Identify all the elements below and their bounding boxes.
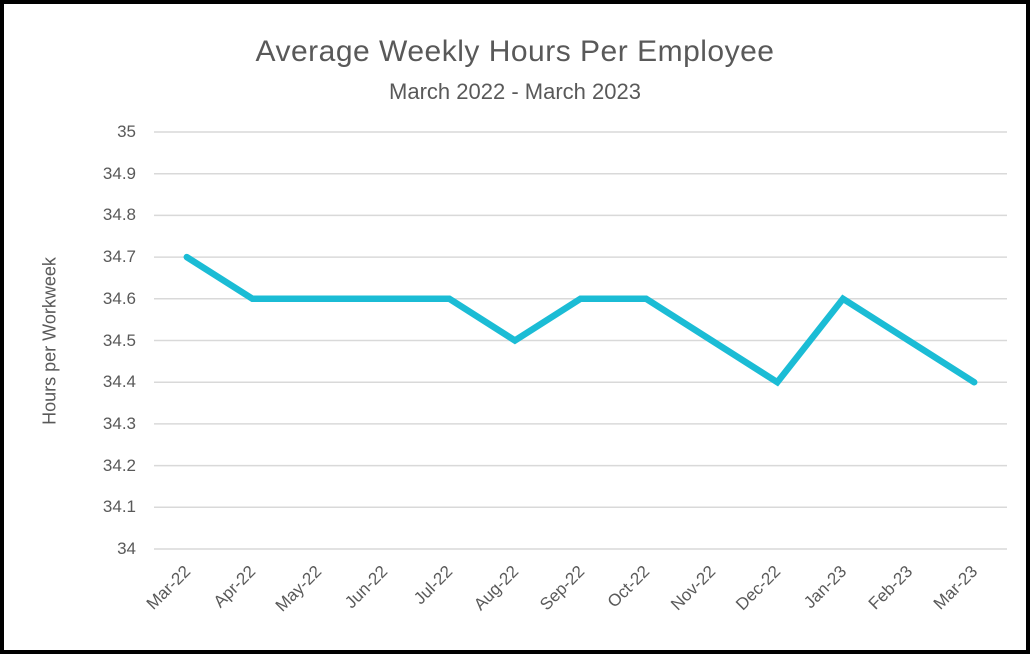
y-tick-label: 34.8	[102, 205, 136, 225]
plot-area	[154, 131, 1007, 550]
y-tick-label: 34.1	[102, 497, 136, 517]
y-tick-label: 34.9	[102, 163, 136, 183]
y-tick-label: 34.7	[102, 247, 136, 267]
y-tick-label: 34.5	[102, 330, 136, 350]
y-tick-label: 34.3	[102, 413, 136, 433]
chart-title: Average Weekly Hours Per Employee	[255, 35, 775, 68]
y-tick-label: 35	[117, 122, 136, 141]
y-tick-label: 34.4	[102, 372, 136, 392]
data-line	[183, 253, 978, 387]
y-tick-label: 34.2	[102, 455, 136, 475]
y-tick-label: 34.6	[102, 288, 136, 308]
y-tick-label: 34	[117, 539, 136, 558]
chart-subtitle: March 2022 - March 2023	[389, 79, 641, 104]
